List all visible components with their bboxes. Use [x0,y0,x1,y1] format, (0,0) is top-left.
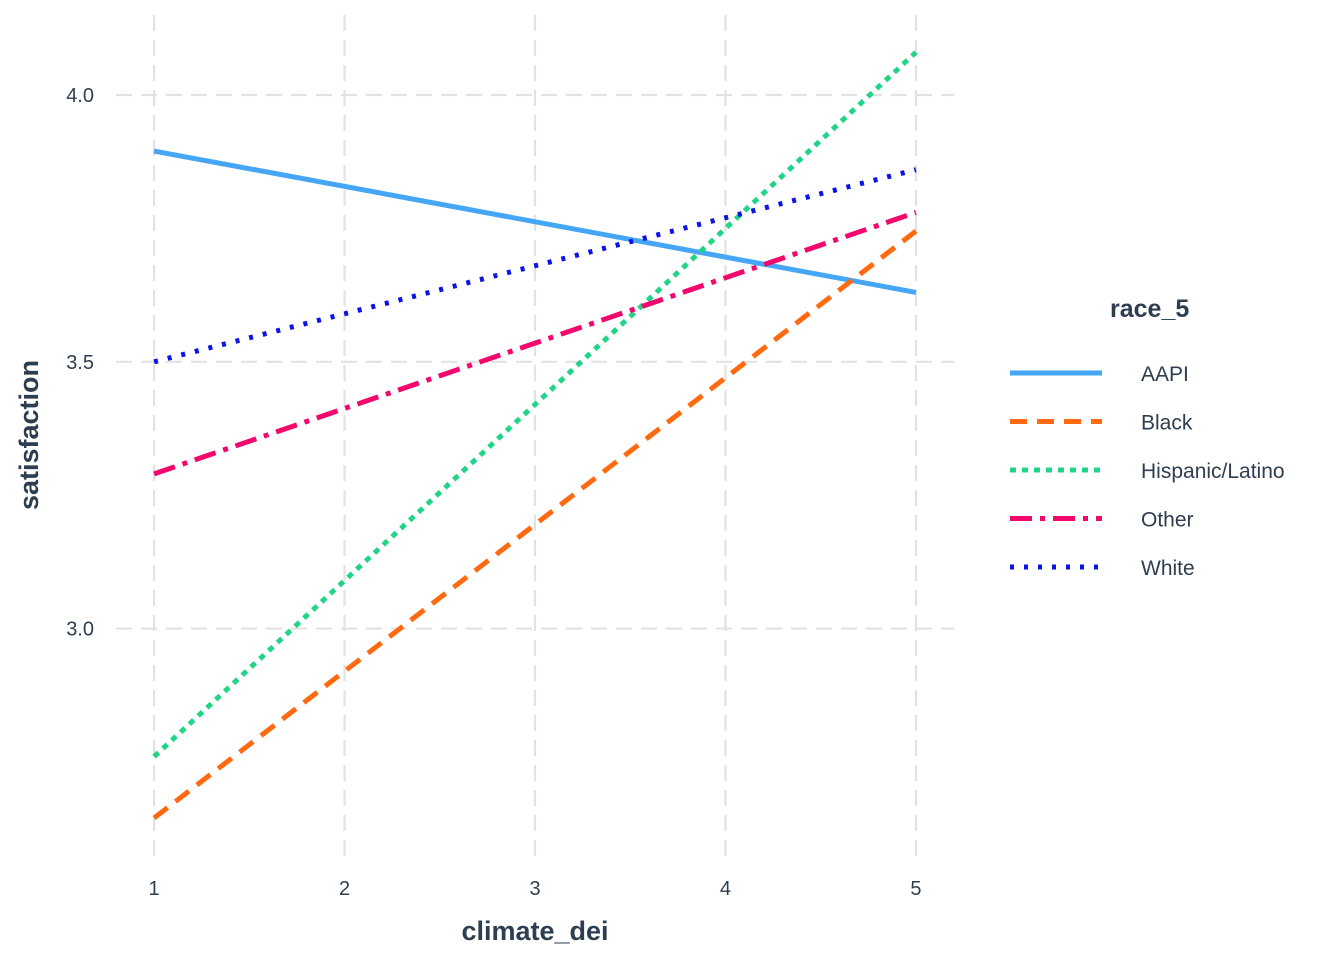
legend-title: race_5 [1110,295,1189,323]
legend-items: AAPI Black Hispanic/Latino Other White [1010,363,1285,580]
series-line-aapi [153,148,917,295]
legend-label-aapi: AAPI [1141,363,1189,386]
legend-label-white: White [1141,557,1195,580]
legend-label-black: Black [1141,412,1193,435]
series-line-other [153,210,917,477]
legend-item-white: White [1010,557,1195,580]
x-tick-label: 2 [339,878,350,900]
legend-item-black: Black [1010,412,1193,435]
legend-label-hispanic-latino: Hispanic/Latino [1141,460,1285,483]
series-line-hispanic-latino [152,50,918,759]
legend-item-hispanic-latino: Hispanic/Latino [1010,460,1285,483]
y-tick-label: 3.0 [66,619,94,641]
x-axis-title: climate_dei [461,916,608,946]
legend: race_5 AAPI Black Hispanic/Latino Other Whit… [1010,295,1285,580]
y-tick-label: 3.5 [66,352,94,374]
series-lines [152,50,918,820]
y-axis-title: satisfaction [14,360,44,510]
x-axis-ticks: 1 2 3 4 5 [149,878,922,900]
legend-item-other: Other [1010,509,1194,532]
x-tick-label: 1 [149,878,160,900]
legend-label-other: Other [1141,509,1194,532]
grid [116,15,954,858]
x-tick-label: 4 [720,878,731,900]
x-tick-label: 5 [910,878,921,900]
x-tick-label: 3 [529,878,540,900]
series-line-white [153,167,917,365]
y-axis-ticks: 3.0 3.5 4.0 [66,85,94,641]
legend-item-aapi: AAPI [1010,363,1189,386]
y-tick-label: 4.0 [66,85,94,107]
